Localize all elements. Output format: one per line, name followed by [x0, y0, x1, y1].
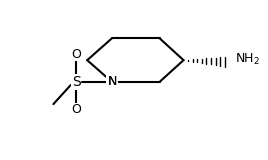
Text: NH$_2$: NH$_2$: [235, 52, 260, 67]
Text: N: N: [107, 75, 117, 88]
Text: O: O: [71, 48, 81, 61]
Text: S: S: [72, 75, 80, 89]
Text: N: N: [107, 75, 117, 88]
Text: O: O: [71, 103, 81, 116]
Text: N: N: [107, 75, 117, 88]
